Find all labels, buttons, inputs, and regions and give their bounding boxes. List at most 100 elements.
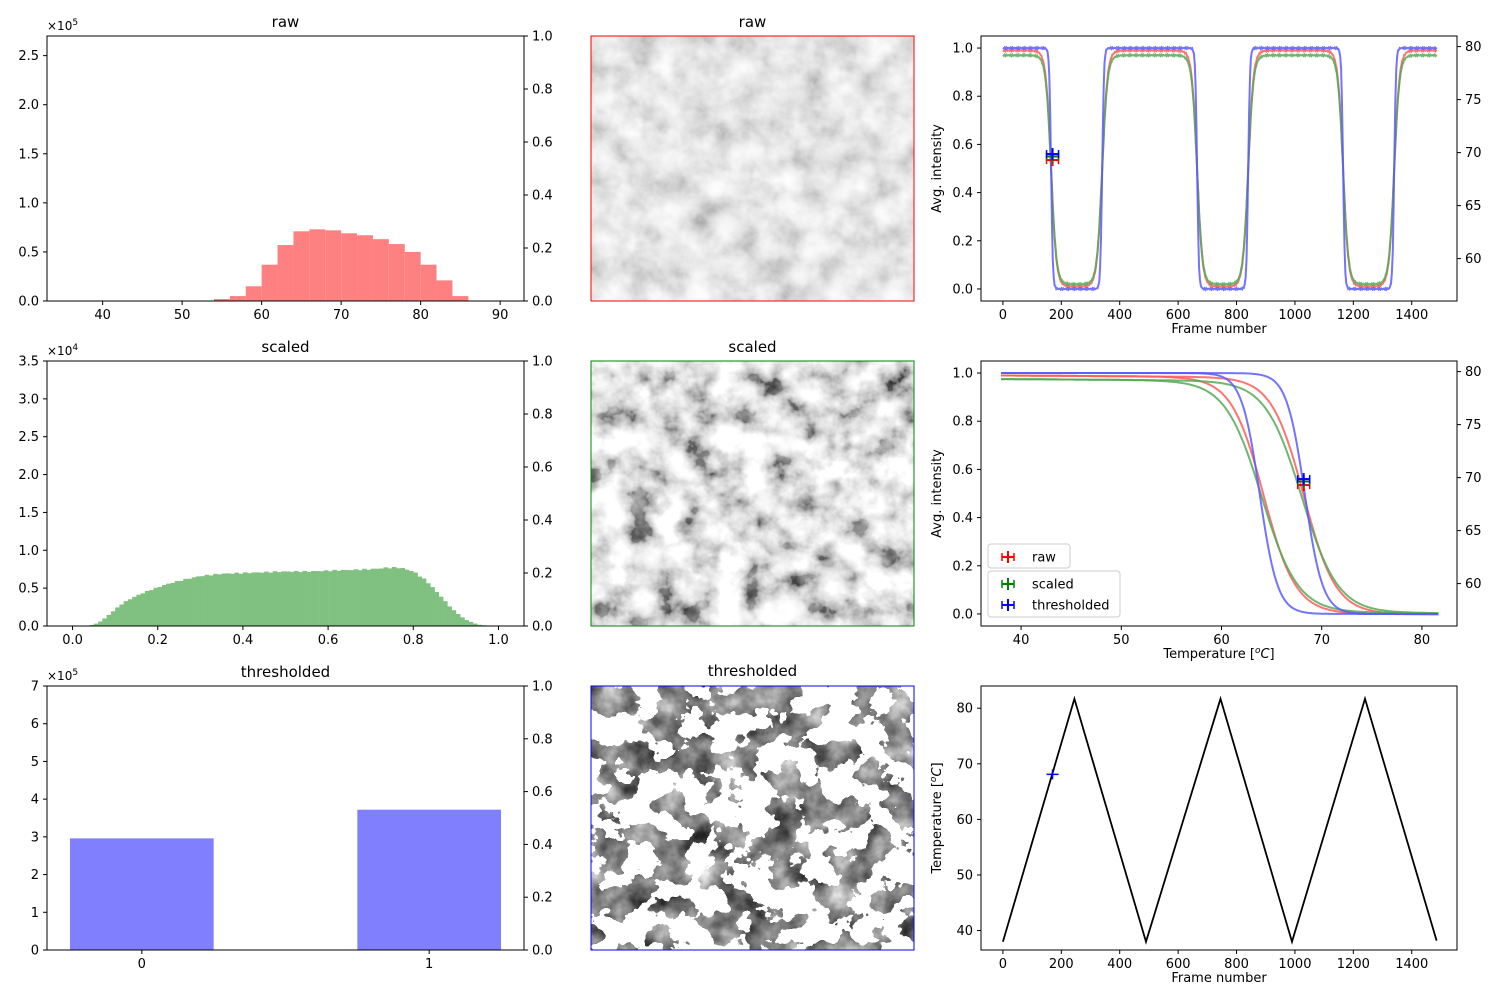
- right-y-tick-label: 75: [1465, 418, 1482, 433]
- image-thresholded-title: thresholded: [708, 662, 797, 680]
- x-tick-label: 200: [1049, 308, 1074, 323]
- x-tick-label: 1000: [1278, 308, 1311, 323]
- bar: [115, 607, 120, 626]
- y-tick-label: 0.8: [952, 415, 973, 430]
- bar: [119, 604, 124, 626]
- y-tick-label: 1.0: [18, 196, 39, 211]
- y-tick-label: 0.6: [952, 138, 973, 153]
- bar: [251, 572, 256, 626]
- bar: [294, 570, 299, 626]
- y-axis-label: Avg. intensity: [930, 124, 945, 213]
- right-y-tick-label: 70: [1465, 471, 1482, 486]
- legend-label-thresholded: thresholded: [1032, 599, 1109, 614]
- right-y-tick-label: 0.4: [532, 189, 553, 204]
- bar: [110, 611, 116, 626]
- image-thresholded: [591, 686, 914, 950]
- x-axis-label: Frame number: [1171, 971, 1267, 986]
- x-tick-label: 0: [999, 957, 1007, 972]
- bar: [387, 568, 393, 626]
- x-tick-label: 200: [1049, 957, 1074, 972]
- x-tick-label: 800: [1224, 308, 1249, 323]
- chart-title: scaled: [261, 338, 309, 356]
- bar: [460, 617, 465, 626]
- bar: [149, 590, 154, 626]
- image-scaled-title: scaled: [728, 338, 776, 356]
- x-tick-label: 50: [174, 308, 191, 323]
- right-y-tick-label: 0.8: [532, 408, 553, 423]
- bar: [388, 244, 405, 301]
- right-y-tick-label: 0.2: [532, 242, 553, 257]
- series-line-scaled-cool: [1001, 378, 1439, 615]
- bar: [443, 601, 448, 626]
- y-tick-label: 0.8: [952, 90, 973, 105]
- x-tick-label: 80: [412, 308, 429, 323]
- bar: [323, 570, 329, 626]
- y-tick-label: 2.0: [18, 98, 39, 113]
- hist-scaled-panel: 0.0 0.2 0.4 0.6 0.8 1.0 0.0 0.5 1.0 1.5 2.0 2.5 3.0 3…: [18, 338, 552, 648]
- bar: [468, 621, 474, 626]
- bar: [417, 576, 423, 626]
- right-y-tick-label: 80: [1465, 365, 1482, 380]
- bar: [277, 245, 294, 301]
- y-tick-label: 3.5: [18, 355, 39, 370]
- bar: [187, 578, 193, 626]
- right-y-tick-label: 1.0: [532, 355, 553, 370]
- x-tick-label: 1: [425, 957, 433, 972]
- series-line-thresholded-cool: [1001, 372, 1439, 615]
- bar: [372, 239, 389, 301]
- line-frame-panel: 0 200 400 600 800 1000 1200 1400 0.0 0.2 0.4 0.6 0.8…: [930, 35, 1482, 337]
- bar: [455, 614, 461, 626]
- bar: [336, 570, 342, 626]
- image-raw-title: raw: [739, 13, 767, 31]
- line-temp-panel: 40 50 60 70 80 0.0 0.2 0.4 0.6 0.8 1.0 60 65 70 75 80 Te…: [930, 360, 1482, 662]
- bar: [89, 624, 95, 626]
- bar: [306, 571, 312, 626]
- bar: [362, 568, 367, 626]
- bar: [234, 572, 239, 626]
- bar: [123, 601, 129, 626]
- x-tick-label: 0: [999, 308, 1007, 323]
- bar: [472, 623, 478, 626]
- x-tick-label: 1200: [1337, 308, 1370, 323]
- bar: [196, 576, 201, 626]
- bar: [166, 583, 171, 626]
- bar: [438, 596, 444, 626]
- y-tick-label: 80: [956, 702, 973, 717]
- bar: [391, 567, 397, 626]
- right-y-tick-label: 0.4: [532, 838, 553, 853]
- bar: [349, 570, 354, 626]
- right-y-tick-label: 0.8: [532, 732, 553, 747]
- error-marker: [1296, 473, 1311, 486]
- y-tick-label: 1.0: [952, 42, 973, 57]
- x-tick-label: 60: [1213, 633, 1230, 648]
- y-tick-label: 70: [956, 757, 973, 772]
- bar: [345, 570, 350, 626]
- y-tick-label: 0: [31, 944, 39, 959]
- x-tick-label: 40: [94, 308, 111, 323]
- y-tick-label: 0.0: [952, 282, 973, 297]
- bar: [183, 578, 188, 626]
- right-y-tick-label: 0.0: [532, 620, 553, 635]
- series-line-thresholded: [1002, 45, 1438, 292]
- x-tick-label: 0.6: [318, 633, 339, 648]
- bar: [230, 573, 235, 626]
- bar: [140, 593, 146, 626]
- x-tick-label: 800: [1224, 957, 1249, 972]
- bar: [430, 587, 435, 626]
- y-tick-label: 2: [31, 868, 39, 883]
- image-raw-panel: raw: [590, 13, 915, 302]
- y-tick-label: 0.4: [952, 186, 973, 201]
- y-tick-label: 6: [31, 717, 39, 732]
- y-tick-label: 0.5: [18, 245, 39, 260]
- y-tick-label: 1: [31, 906, 39, 921]
- error-marker: [1001, 551, 1015, 563]
- bars: [72, 567, 491, 626]
- right-y-tick-label: 0.0: [532, 295, 553, 310]
- bar: [357, 235, 373, 301]
- axes-frame: [46, 360, 525, 627]
- bar: [213, 299, 230, 301]
- y-tick-label: 4: [31, 793, 39, 808]
- bar: [204, 574, 210, 626]
- series-line-raw: [1002, 47, 1438, 290]
